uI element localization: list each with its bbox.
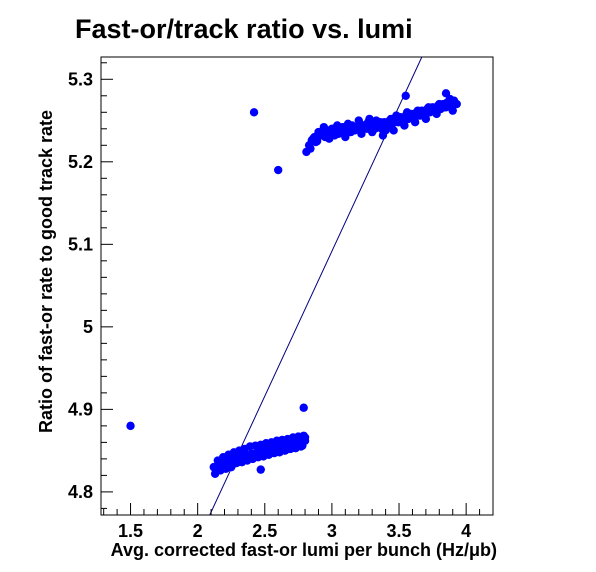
plot-frame xyxy=(100,56,494,516)
data-point xyxy=(126,421,135,431)
data-point xyxy=(400,121,409,130)
x-tick-label: 4 xyxy=(461,521,471,541)
data-point xyxy=(389,126,398,135)
data-point xyxy=(367,127,377,137)
data-point xyxy=(378,131,388,140)
data-point xyxy=(299,403,308,412)
data-point xyxy=(448,106,457,115)
data-point xyxy=(384,121,393,130)
data-point xyxy=(314,127,323,137)
data-point xyxy=(354,116,363,125)
data-point xyxy=(357,129,366,138)
data-point xyxy=(330,131,339,140)
data-point xyxy=(256,465,265,474)
data-point xyxy=(441,89,451,98)
plot-area xyxy=(100,56,494,516)
data-point xyxy=(452,99,461,109)
y-tick-label: 5 xyxy=(83,317,93,337)
x-tick-label: 2.5 xyxy=(252,521,277,541)
y-tick-label: 4.8 xyxy=(68,482,93,502)
data-point xyxy=(351,122,361,132)
data-point xyxy=(296,442,306,451)
x-tick-label: 3.5 xyxy=(387,521,412,541)
data-point xyxy=(343,119,353,129)
data-points xyxy=(126,89,461,478)
y-axis-label: Ratio of fast-or rate to good track rate xyxy=(36,110,56,433)
y-axis: 4.8 4.9 5 5.1 5.2 5.3 xyxy=(68,62,113,509)
y-tick-label: 5.3 xyxy=(68,69,93,89)
data-point xyxy=(392,111,401,120)
data-point xyxy=(443,98,452,107)
data-point xyxy=(308,134,318,143)
x-tick-label: 1.5 xyxy=(118,521,143,541)
data-point xyxy=(432,109,441,119)
y-tick-label: 4.9 xyxy=(68,399,93,419)
data-point xyxy=(410,117,420,127)
x-tick-label: 3 xyxy=(327,521,337,541)
data-point xyxy=(401,91,410,100)
data-point xyxy=(421,114,431,124)
data-point xyxy=(335,126,345,135)
data-point xyxy=(346,127,355,137)
x-tick-label: 2 xyxy=(193,521,203,541)
y-tick-label: 5.2 xyxy=(68,152,93,172)
x-axis-label: Avg. corrected fast-or lumi per bunch (H… xyxy=(111,540,497,560)
data-point xyxy=(274,165,283,175)
data-point xyxy=(373,119,382,129)
data-point xyxy=(341,132,350,142)
data-point xyxy=(427,104,436,114)
chart-title: Fast-or/track ratio vs. lumi xyxy=(75,14,413,44)
data-point xyxy=(249,108,259,117)
data-point xyxy=(319,122,329,132)
data-point xyxy=(300,433,310,442)
data-point xyxy=(306,144,315,153)
data-point xyxy=(405,113,414,122)
y-tick-label: 5.1 xyxy=(68,234,93,254)
x-axis: 1.5 2 2.5 3 3.5 4 xyxy=(103,503,494,541)
data-point xyxy=(365,114,374,124)
